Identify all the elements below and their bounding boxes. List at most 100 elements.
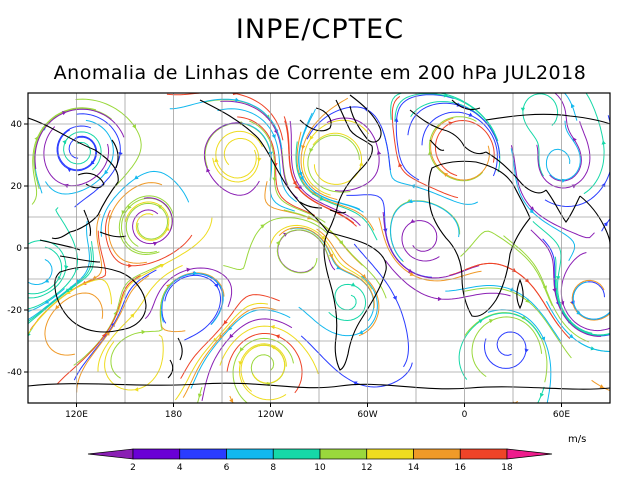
streamline-arrow bbox=[229, 333, 234, 339]
streamline-arrow bbox=[257, 157, 262, 162]
streamline-arrow bbox=[488, 319, 494, 324]
streamline-arrow bbox=[229, 398, 234, 403]
streamline-arrow bbox=[542, 285, 547, 290]
streamlines-layer bbox=[28, 93, 610, 403]
lon-tick-label: 60W bbox=[357, 410, 377, 420]
lat-tick-label: -20 bbox=[7, 306, 22, 316]
colorbar-tick-label: 16 bbox=[455, 463, 467, 473]
streamline-arrow bbox=[410, 219, 415, 224]
lon-tick-label: 120E bbox=[65, 410, 88, 420]
coastline-south-america bbox=[323, 231, 387, 371]
coastline-north-asia bbox=[485, 113, 610, 125]
colorbar-segment bbox=[319, 448, 368, 460]
streamline-arrow bbox=[152, 241, 158, 246]
colorbar-segment bbox=[272, 448, 321, 460]
streamline-arrow bbox=[270, 324, 275, 330]
lon-tick-label: 120W bbox=[257, 410, 283, 420]
coastline-middle-east bbox=[485, 151, 581, 223]
colorbar-segment bbox=[226, 448, 274, 460]
streamline-arrow bbox=[65, 288, 70, 293]
streamline-arrow bbox=[376, 150, 382, 155]
streamline-arrow bbox=[392, 295, 397, 301]
streamline-arrow bbox=[206, 167, 211, 173]
streamline-arrow bbox=[238, 361, 243, 366]
streamline-arrow bbox=[299, 175, 304, 181]
streamline-arrow bbox=[603, 221, 608, 227]
streamline-arrow bbox=[329, 253, 333, 259]
streamline-arrow bbox=[561, 178, 566, 183]
streamline-arrow bbox=[239, 347, 244, 352]
streamline-arrow bbox=[555, 276, 561, 281]
streamline-arrow bbox=[443, 172, 449, 177]
coastline-japan bbox=[77, 139, 119, 189]
streamline-arrow bbox=[478, 319, 484, 324]
streamline-arrow bbox=[359, 161, 364, 166]
streamline-arrow bbox=[408, 268, 413, 273]
streamline-arrow bbox=[121, 210, 126, 215]
streamline-arrow bbox=[524, 348, 529, 353]
streamline-arrow bbox=[219, 334, 224, 339]
streamline-arrow bbox=[576, 310, 581, 315]
page-subtitle: Anomalia de Linhas de Corrente em 200 hP… bbox=[53, 62, 587, 84]
streamline-arrow bbox=[44, 299, 50, 304]
streamline-arrow bbox=[271, 134, 276, 139]
streamline-arrow bbox=[66, 290, 71, 295]
streamline-arrow bbox=[520, 107, 525, 112]
coastline-madagascar bbox=[516, 278, 524, 310]
colorbar-unit: m/s bbox=[568, 434, 587, 445]
streamline-arrow bbox=[539, 392, 544, 398]
colorbar-tick-label: 12 bbox=[361, 463, 372, 473]
streamline-arrow bbox=[468, 112, 473, 117]
streamline-arrow bbox=[214, 157, 219, 163]
streamline-arrow bbox=[127, 204, 132, 210]
colorbar-segment bbox=[413, 448, 461, 460]
coastline-hudson-bay bbox=[299, 107, 332, 132]
streamline-arrow bbox=[214, 283, 219, 288]
streamline-arrow bbox=[309, 135, 314, 141]
streamline-arrow bbox=[64, 265, 69, 270]
streamline-arrow bbox=[408, 199, 413, 204]
streamline-arrow bbox=[223, 320, 228, 325]
colorbar-segment bbox=[506, 448, 553, 460]
streamline-arrow bbox=[350, 282, 356, 287]
colorbar-tick-label: 4 bbox=[177, 463, 183, 473]
streamline-arrow bbox=[443, 93, 449, 98]
streamline-arrow bbox=[128, 263, 133, 268]
streamline-arrow bbox=[260, 224, 265, 229]
colorbar-tick-label: 2 bbox=[130, 463, 136, 473]
coastline-antarctica bbox=[28, 382, 610, 390]
colorbar-tick-label: 18 bbox=[501, 463, 513, 473]
streamline-arrow bbox=[141, 329, 146, 335]
streamline-arrow bbox=[159, 263, 165, 268]
streamline-arrow bbox=[409, 271, 415, 276]
colorbar-segment bbox=[459, 448, 508, 460]
streamline-arrow bbox=[275, 240, 280, 246]
coastline-caribbean bbox=[299, 201, 347, 214]
lon-tick-label: 180 bbox=[165, 410, 182, 420]
map-axis-ticks: 120E 180 120W 60W 0 60E 40 20 0 -20 -40 bbox=[7, 120, 570, 420]
coastline-australia bbox=[54, 266, 147, 333]
streamline-arrow bbox=[437, 296, 443, 302]
colorbar-tick-label: 8 bbox=[270, 463, 276, 473]
colorbar-segment bbox=[366, 448, 414, 460]
streamline-arrow bbox=[134, 175, 139, 180]
streamline-arrow bbox=[353, 381, 358, 386]
lat-tick-label: -40 bbox=[7, 368, 22, 378]
streamline-arrow bbox=[165, 226, 170, 231]
streamline-arrow bbox=[601, 140, 606, 145]
streamline-arrow bbox=[62, 139, 67, 145]
coastline-africa bbox=[428, 160, 531, 317]
page-title: INPE/CPTEC bbox=[235, 14, 405, 45]
streamline-arrow bbox=[552, 288, 557, 293]
streamline-arrow bbox=[270, 345, 276, 350]
streamline-arrow bbox=[275, 334, 280, 339]
colorbar-tick-label: 6 bbox=[224, 463, 230, 473]
streamline-arrow bbox=[193, 270, 198, 276]
streamline-arrow bbox=[67, 168, 72, 173]
streamline-arrow bbox=[62, 111, 67, 116]
streamline-arrow bbox=[572, 137, 577, 142]
streamline-arrow bbox=[319, 196, 325, 201]
streamline-arrow bbox=[301, 145, 306, 150]
